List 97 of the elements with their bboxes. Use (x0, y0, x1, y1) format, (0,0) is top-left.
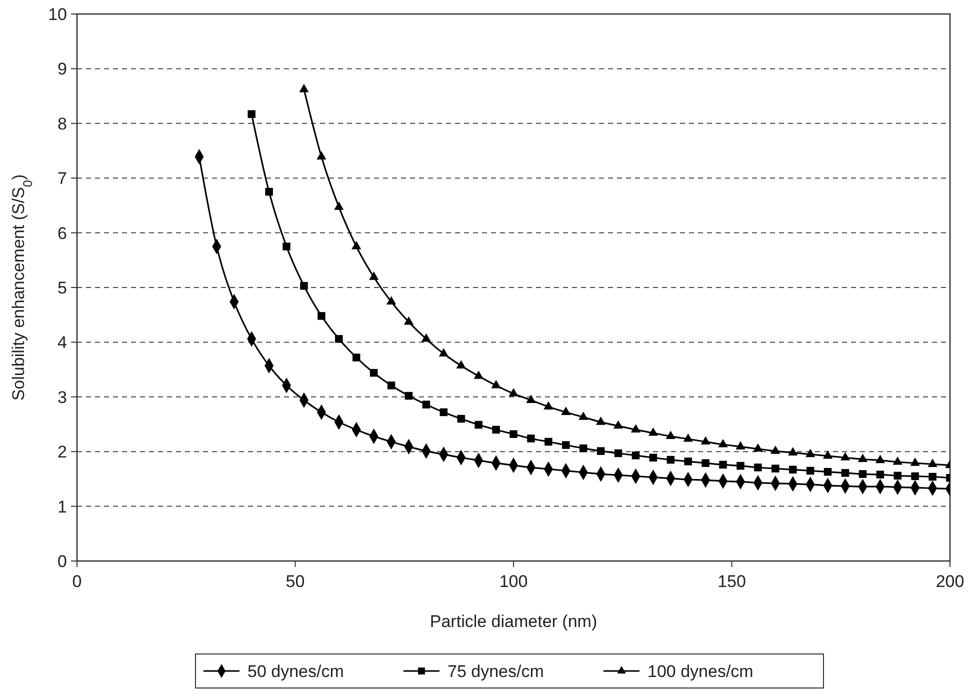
point (422, 400, 430, 408)
point (875, 454, 885, 464)
point (300, 282, 308, 290)
point (440, 408, 448, 416)
point (753, 443, 763, 452)
point (527, 434, 535, 442)
point (876, 470, 884, 478)
point (772, 464, 780, 472)
point (370, 368, 378, 377)
y-tick-label: 7 (58, 169, 67, 188)
y-tick-label: 3 (58, 388, 67, 407)
x-tick-label: 200 (936, 572, 964, 591)
point (457, 414, 465, 423)
point (578, 412, 588, 420)
legend-label: 75 dynes/cm (448, 662, 544, 681)
point (492, 426, 500, 434)
legend-label: 100 dynes/cm (648, 662, 754, 681)
point (858, 470, 867, 478)
point (596, 447, 605, 455)
point (894, 472, 902, 480)
point (700, 436, 710, 445)
point (928, 472, 936, 481)
point (491, 380, 501, 388)
point (544, 401, 554, 410)
point (387, 382, 396, 390)
point (630, 424, 641, 432)
point (824, 468, 832, 476)
point (858, 454, 868, 462)
point (510, 430, 518, 438)
point (438, 348, 448, 356)
point (614, 449, 622, 458)
point (788, 466, 797, 474)
point (561, 406, 571, 415)
point (334, 202, 344, 210)
point (684, 458, 692, 466)
point (840, 452, 850, 460)
point (666, 430, 676, 440)
point (718, 438, 728, 448)
x-tick-label: 100 (499, 572, 528, 591)
point (806, 448, 816, 458)
x-tick-label: 150 (718, 572, 746, 591)
y-tick-label: 5 (58, 278, 67, 298)
point (526, 394, 536, 403)
point (404, 392, 413, 400)
point (352, 354, 360, 362)
point (702, 459, 710, 467)
point (822, 450, 833, 459)
point (474, 420, 482, 429)
y-tick-label: 0 (58, 552, 67, 571)
point (788, 447, 798, 456)
point (335, 335, 343, 343)
point (910, 458, 920, 466)
point (911, 472, 919, 480)
legend-label: 50 dynes/cm (248, 662, 344, 681)
point (386, 296, 396, 304)
y-tick-label: 1 (58, 497, 67, 516)
point (404, 316, 414, 325)
point (421, 333, 432, 342)
point (892, 456, 902, 465)
point (719, 460, 727, 469)
x-axis-title: Particle diameter (nm) (430, 612, 598, 631)
point (248, 110, 256, 118)
y-tick-label: 8 (58, 114, 67, 134)
point (648, 427, 658, 436)
point (456, 360, 466, 368)
point (318, 312, 326, 320)
point (754, 464, 762, 472)
point (928, 458, 938, 467)
point (841, 469, 850, 477)
y-tick-label: 9 (58, 60, 67, 79)
point (544, 438, 552, 446)
point (265, 188, 273, 196)
point (683, 433, 693, 442)
point (352, 240, 362, 250)
point (770, 446, 780, 454)
y-tick-label: 10 (48, 4, 67, 24)
point (596, 416, 606, 425)
point (299, 84, 309, 92)
point (613, 420, 624, 429)
point (666, 456, 675, 464)
point (474, 370, 484, 379)
point (508, 388, 518, 396)
x-tick-label: 50 (286, 572, 305, 591)
y-tick-label: 6 (58, 224, 67, 243)
point (632, 452, 640, 460)
point (579, 444, 588, 452)
point (806, 466, 814, 475)
point (282, 242, 290, 250)
y-tick-label: 4 (58, 333, 67, 352)
point (649, 454, 658, 462)
y-tick-label: 2 (58, 442, 67, 462)
point (316, 151, 326, 160)
x-tick-label: 0 (72, 572, 82, 591)
point (736, 441, 746, 450)
point (736, 462, 744, 470)
point (369, 272, 379, 280)
point (562, 441, 570, 449)
